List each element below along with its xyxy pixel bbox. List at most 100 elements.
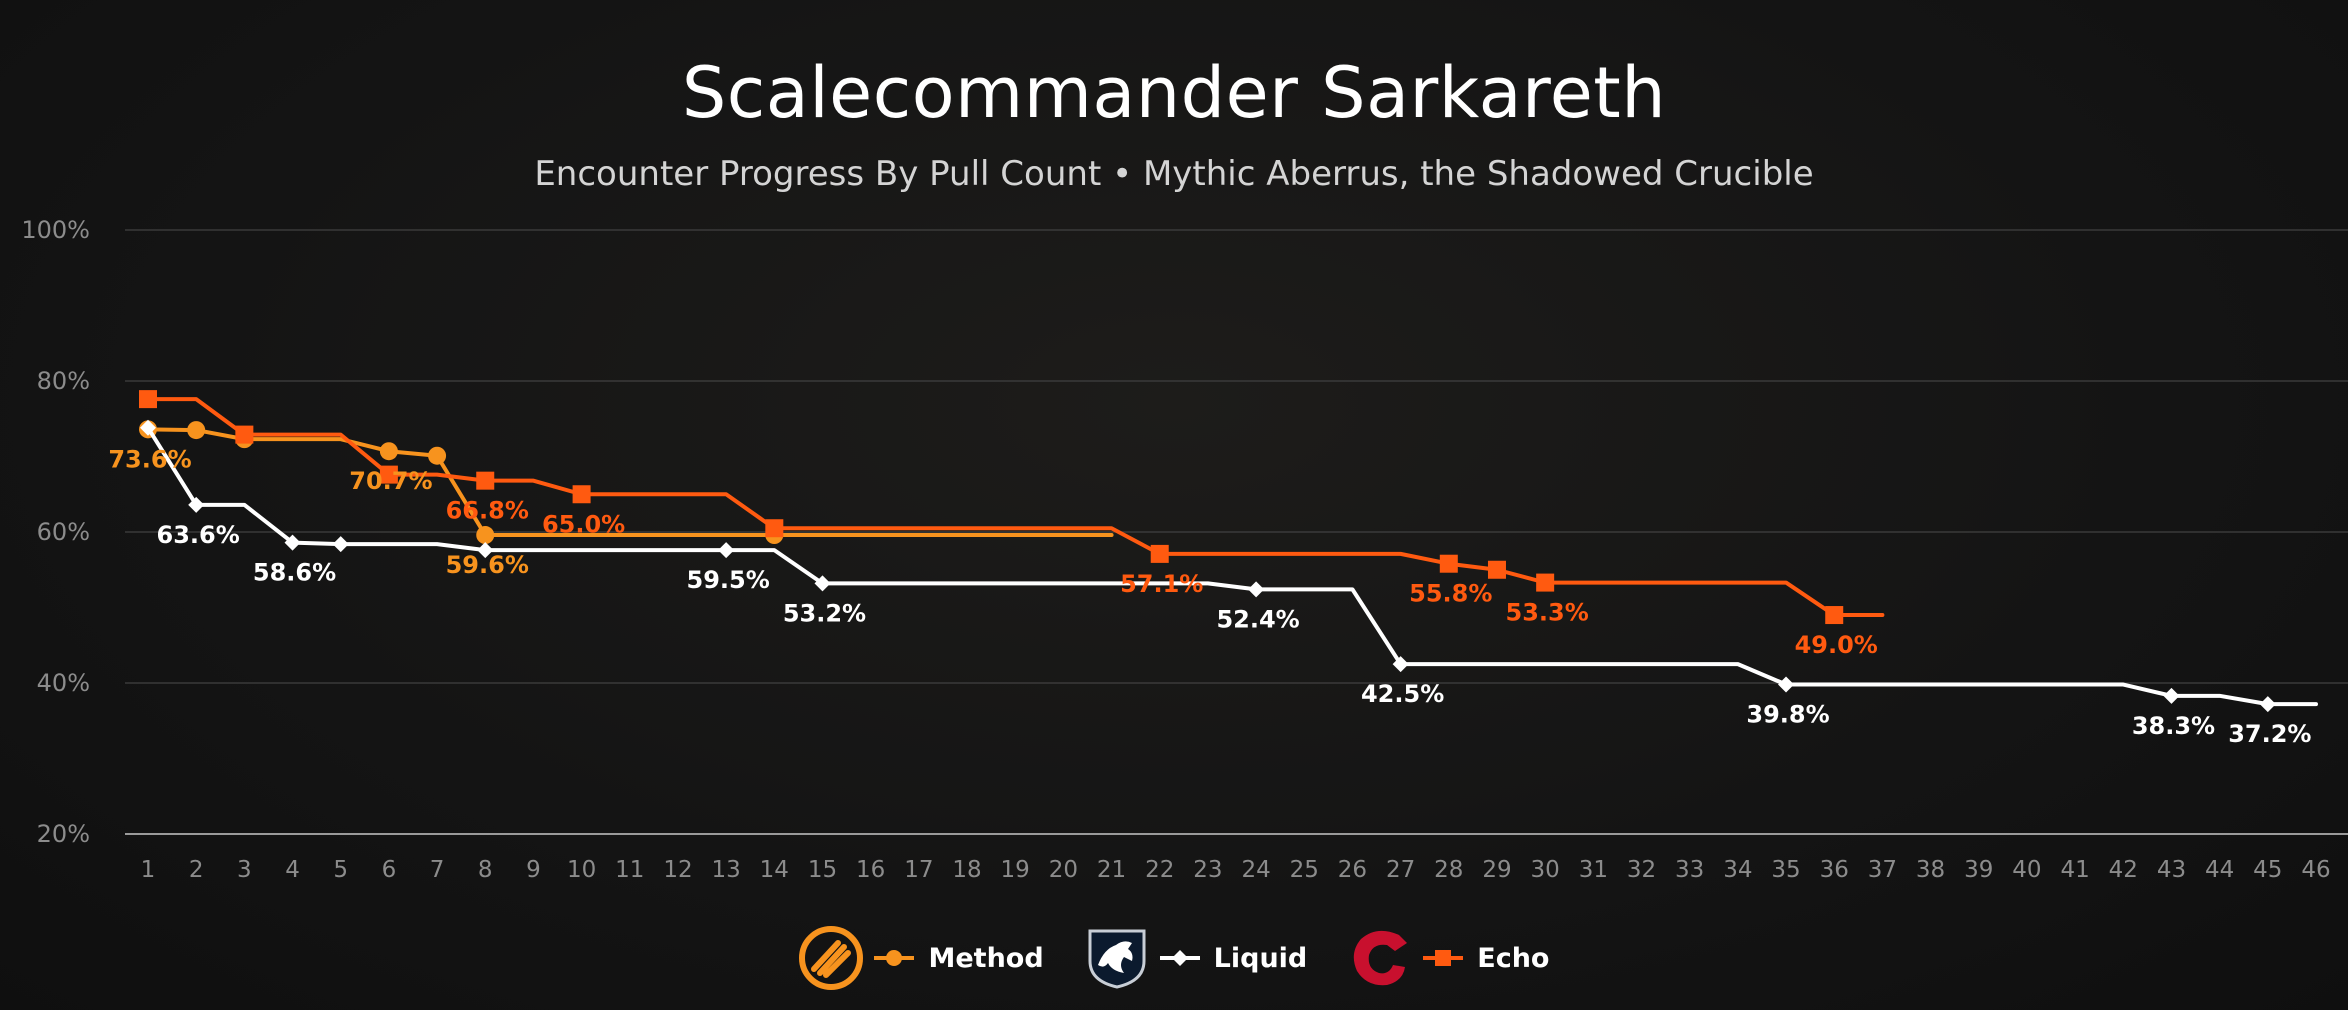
legend-line-echo-icon <box>1423 950 1464 966</box>
point-liquid <box>1248 581 1265 598</box>
x-tick-label: 20 <box>1049 857 1078 883</box>
x-axis-ticks: 1 2 3 4 5 6 7 8 9 10 11 12 13 14 15 16 17 18 19 20 21 22 23 24 2… <box>141 857 2331 883</box>
x-tick-label: 10 <box>567 857 596 883</box>
legend-item-echo[interactable]: Echo <box>1347 925 1550 991</box>
x-tick-label: 25 <box>1290 857 1319 883</box>
data-labels: 73.6% 70.7% 59.6% 63.6% 58.6% 59.5% 53.2% 52.4%… <box>108 445 2311 748</box>
x-tick-label: 12 <box>663 857 692 883</box>
x-tick-label: 37 <box>1868 857 1897 883</box>
data-label-echo: 66.8% <box>446 497 529 525</box>
x-tick-label: 28 <box>1434 857 1463 883</box>
x-tick-label: 30 <box>1531 857 1560 883</box>
point-method <box>187 421 206 440</box>
data-label-liquid: 53.2% <box>783 599 866 627</box>
x-tick-label: 26 <box>1338 857 1367 883</box>
legend-label-method: Method <box>928 942 1044 974</box>
point-echo <box>235 425 254 444</box>
legend-label-liquid: Liquid <box>1213 942 1308 974</box>
point-liquid <box>814 575 831 592</box>
data-label-liquid: 38.3% <box>2132 712 2215 740</box>
x-tick-label: 5 <box>333 857 348 883</box>
x-tick-label: 6 <box>382 857 397 883</box>
x-tick-label: 36 <box>1820 857 1849 883</box>
legend: Method Liquid Echo <box>0 920 2348 996</box>
data-label-echo: 57.1% <box>1120 570 1203 598</box>
x-tick-label: 27 <box>1386 857 1415 883</box>
y-axis-ticks: 20% 40% 60% 80% 100% <box>21 216 90 848</box>
y-tick-label: 100% <box>21 216 90 244</box>
x-tick-label: 39 <box>1964 857 1993 883</box>
legend-line-liquid-icon <box>1159 950 1200 966</box>
x-tick-label: 14 <box>760 857 789 883</box>
x-tick-label: 29 <box>1482 857 1511 883</box>
x-tick-label: 18 <box>952 857 981 883</box>
x-tick-label: 46 <box>2301 857 2330 883</box>
x-tick-label: 2 <box>189 857 204 883</box>
point-liquid <box>1392 656 1409 673</box>
x-tick-label: 23 <box>1193 857 1222 883</box>
series-line-liquid <box>146 425 2318 707</box>
point-liquid <box>2163 687 2180 704</box>
point-method <box>476 526 495 545</box>
point-echo <box>1487 560 1506 579</box>
point-echo <box>1150 544 1169 563</box>
x-tick-label: 13 <box>711 857 740 883</box>
x-tick-label: 4 <box>285 857 300 883</box>
x-tick-label: 1 <box>141 857 156 883</box>
point-echo <box>1825 606 1844 625</box>
y-tick-label: 80% <box>37 367 90 395</box>
point-liquid <box>477 542 494 559</box>
x-tick-label: 34 <box>1723 857 1752 883</box>
point-liquid <box>140 419 156 436</box>
point-echo <box>379 465 398 484</box>
data-label-echo: 49.0% <box>1795 631 1878 659</box>
x-tick-label: 21 <box>1097 857 1126 883</box>
point-liquid <box>1778 676 1795 693</box>
x-tick-label: 3 <box>237 857 252 883</box>
point-echo <box>572 485 591 504</box>
point-liquid <box>718 542 735 559</box>
point-method <box>379 442 398 461</box>
point-method <box>428 446 447 465</box>
point-echo <box>1439 554 1458 573</box>
x-tick-label: 43 <box>2157 857 2186 883</box>
x-tick-label: 8 <box>478 857 493 883</box>
data-label-method: 70.7% <box>349 467 432 495</box>
data-label-liquid: 37.2% <box>2228 720 2311 748</box>
data-label-liquid: 52.4% <box>1216 605 1299 633</box>
point-liquid <box>188 496 205 513</box>
x-tick-label: 22 <box>1145 857 1174 883</box>
x-tick-label: 38 <box>1916 857 1945 883</box>
grid-lines <box>125 229 2348 835</box>
x-tick-label: 17 <box>904 857 933 883</box>
x-tick-label: 42 <box>2109 857 2138 883</box>
data-label-method: 59.6% <box>446 551 529 579</box>
y-tick-label: 60% <box>37 518 90 546</box>
echo-logo-icon <box>1354 930 1408 986</box>
point-echo <box>765 519 784 538</box>
legend-item-liquid[interactable]: Liquid <box>1084 925 1308 991</box>
method-logo-icon <box>799 926 864 990</box>
x-tick-label: 44 <box>2205 857 2234 883</box>
point-echo <box>1536 573 1555 592</box>
x-tick-label: 19 <box>1001 857 1030 883</box>
legend-label-echo: Echo <box>1477 942 1550 974</box>
legend-line-method-icon <box>874 950 915 966</box>
data-label-echo: 65.0% <box>542 510 625 538</box>
x-tick-label: 11 <box>615 857 644 883</box>
data-label-method: 73.6% <box>108 445 191 473</box>
data-label-liquid: 42.5% <box>1361 680 1444 708</box>
legend-item-method[interactable]: Method <box>798 925 1044 991</box>
x-tick-label: 31 <box>1579 857 1608 883</box>
liquid-logo-icon <box>1088 929 1146 989</box>
data-label-echo: 53.3% <box>1506 599 1589 627</box>
y-tick-label: 40% <box>37 669 90 697</box>
point-liquid <box>2259 696 2276 713</box>
series-lines <box>139 390 2318 713</box>
x-tick-label: 35 <box>1771 857 1800 883</box>
x-tick-label: 16 <box>856 857 885 883</box>
x-tick-label: 45 <box>2253 857 2282 883</box>
x-tick-label: 40 <box>2012 857 2041 883</box>
